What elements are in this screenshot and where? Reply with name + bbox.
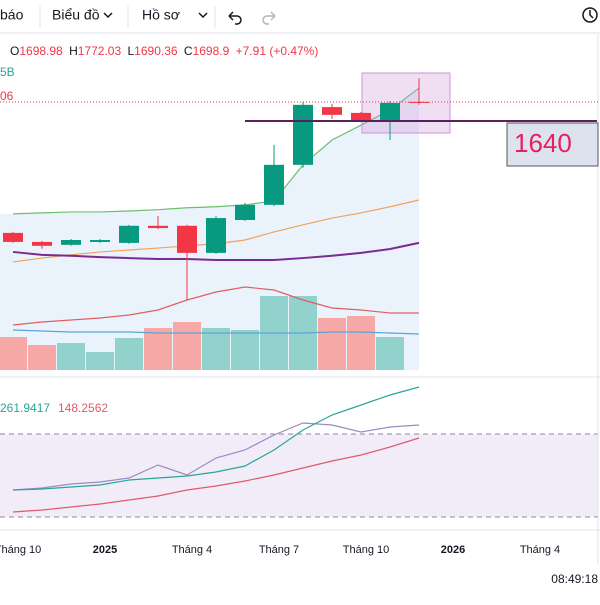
indicator-line [12, 386, 420, 491]
close-value: 1698.9 [193, 44, 230, 58]
candle-body [32, 241, 52, 246]
volume-bar [202, 328, 230, 370]
volume-bar [318, 318, 346, 370]
icon-glyph [589, 10, 594, 19]
volume-band [12, 286, 419, 326]
candle-body [90, 240, 110, 242]
menu-cut[interactable]: báo [0, 7, 24, 23]
low-prefix: L [127, 44, 134, 58]
chevron[interactable] [198, 12, 208, 19]
chevron[interactable] [103, 12, 113, 19]
clock: 08:49:18 [551, 572, 598, 586]
volume-bar [231, 330, 259, 370]
volume-bar [0, 337, 27, 370]
change: +7.91 (+0.47%) [236, 44, 319, 58]
candle-body [119, 225, 139, 243]
candle-body [235, 204, 255, 220]
volume-average [12, 329, 420, 335]
chart-menu[interactable]: Biểu đồ [52, 7, 100, 23]
indicator-line [12, 422, 420, 491]
candle-body [177, 225, 197, 253]
x-axis-label: Tháng 7 [259, 544, 299, 556]
close-prefix: C [184, 44, 193, 58]
candle-body [293, 104, 313, 165]
candle-body [61, 240, 81, 245]
volume-bar [86, 352, 114, 370]
low-value: 1690.36 [134, 44, 178, 58]
candle-body [380, 102, 400, 121]
candle-body [409, 101, 429, 103]
indicator-band [0, 434, 598, 517]
icon-button[interactable] [582, 7, 598, 23]
indicator-value: 148.2562 [58, 401, 108, 415]
x-axis-label: Tháng 10 [343, 544, 389, 556]
volume-bar [57, 343, 85, 370]
volume-bar [144, 328, 172, 370]
open-value: 1698.98 [19, 44, 63, 58]
x-axis-label: Tháng 10 [0, 544, 41, 556]
candle-body [322, 107, 342, 115]
x-axis-label: Tháng 4 [520, 544, 560, 556]
plot: 1640 Tháng 10 2025 Tháng 4 Tháng 7 Tháng 10 20… [0, 34, 600, 565]
volume-bar [376, 337, 404, 370]
legend-cut: 06 [0, 89, 14, 103]
candle-body [264, 164, 284, 205]
indicator-value: 261.9417 [0, 401, 50, 415]
candle-body [148, 225, 168, 229]
toolbar: báo Biểu đồ Hồ sơ [0, 6, 600, 34]
price-label: 1640 [514, 128, 572, 158]
volume-bar [347, 316, 375, 370]
volume-bar [115, 338, 143, 370]
x-axis-label: Tháng 4 [172, 544, 212, 556]
ma-line [12, 87, 420, 215]
candle-body [351, 112, 371, 120]
indicator-line [12, 437, 420, 513]
drawing-box [361, 72, 451, 134]
candle-body [3, 232, 23, 242]
high-value: 1772.03 [78, 44, 122, 58]
undo-button[interactable] [228, 11, 242, 25]
volume-bar [28, 345, 56, 370]
price-label-box [506, 122, 599, 167]
ma-line [12, 241, 420, 261]
open-prefix: O [10, 44, 19, 58]
x-axis-label: 2025 [93, 544, 117, 556]
legend-cut: 5B [0, 65, 15, 79]
candle-body [206, 218, 226, 253]
redo-button[interactable] [262, 11, 276, 25]
high-prefix: H [69, 44, 78, 58]
volume-bar [173, 322, 201, 370]
ohlc-legend: O1698.98 H1772.03 L1690.36 C1698.9 +7.91… [10, 44, 318, 58]
x-axis-label: 2026 [441, 544, 465, 556]
profile-menu[interactable]: Hồ sơ [142, 7, 180, 23]
